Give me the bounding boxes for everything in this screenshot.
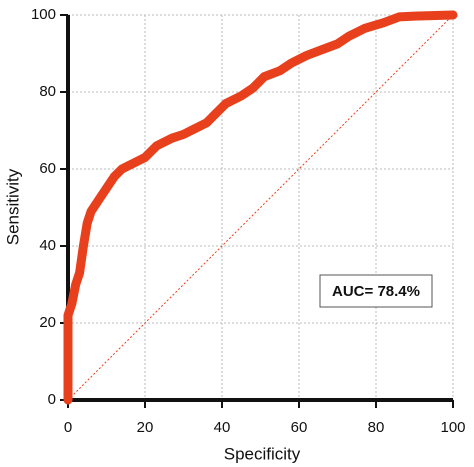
y-tick-label: 0 <box>48 391 56 408</box>
y-tick-label: 60 <box>39 160 56 177</box>
x-tick-label: 100 <box>440 419 465 436</box>
annotation-box <box>319 274 433 308</box>
annotation: AUC= 78.4% <box>332 283 420 300</box>
y-tick-label: 80 <box>39 83 56 100</box>
y-tick-label: 20 <box>39 314 56 331</box>
x-tick-label: 20 <box>137 419 154 436</box>
reference-line <box>67 14 454 401</box>
x-tick-label: 0 <box>64 419 72 436</box>
x-tick-label: 60 <box>291 419 308 436</box>
y-tick-label: 100 <box>31 6 56 23</box>
x-axis-title: Specificity <box>224 444 301 463</box>
y-axis-title: Sensitivity <box>3 168 22 245</box>
y-tick-label: 40 <box>39 237 56 254</box>
x-tick-label: 80 <box>368 419 385 436</box>
roc-curve <box>63 10 458 405</box>
x-tick-label: 40 <box>214 419 231 436</box>
